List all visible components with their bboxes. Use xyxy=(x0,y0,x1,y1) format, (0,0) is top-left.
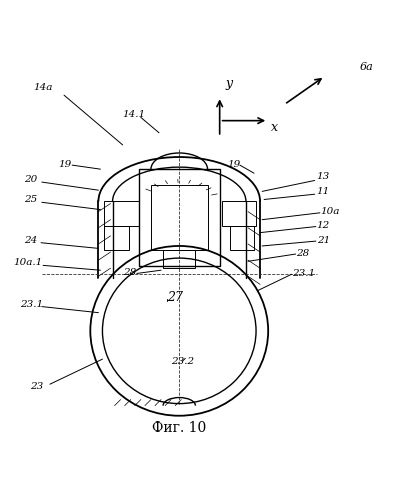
Bar xyxy=(105,202,139,226)
Text: 10a.1: 10a.1 xyxy=(13,258,43,268)
Text: 14a: 14a xyxy=(34,84,53,92)
Text: 14.1: 14.1 xyxy=(123,110,146,118)
Text: 25: 25 xyxy=(24,196,37,204)
Text: 6a: 6a xyxy=(359,62,373,72)
Bar xyxy=(139,169,220,266)
Text: 11: 11 xyxy=(317,187,330,196)
Text: Фиг. 10: Фиг. 10 xyxy=(152,421,206,435)
Bar xyxy=(230,226,254,250)
Text: 28: 28 xyxy=(296,249,310,258)
Bar xyxy=(222,202,256,226)
Text: 19: 19 xyxy=(228,160,241,168)
Text: 21: 21 xyxy=(317,236,330,244)
Text: 10a: 10a xyxy=(321,206,340,216)
Text: 23: 23 xyxy=(30,382,43,392)
Bar xyxy=(105,226,129,250)
Bar xyxy=(163,250,195,268)
Text: 23.1: 23.1 xyxy=(292,270,315,278)
Text: 20: 20 xyxy=(24,175,37,184)
Text: 28: 28 xyxy=(123,268,136,277)
Text: y: y xyxy=(226,78,233,90)
Text: 27: 27 xyxy=(167,290,183,304)
Text: 13: 13 xyxy=(317,172,330,182)
Text: 24: 24 xyxy=(24,236,37,244)
Text: 23.2: 23.2 xyxy=(171,357,194,366)
Text: 19: 19 xyxy=(58,160,71,168)
Text: 23.1: 23.1 xyxy=(20,300,43,310)
Bar xyxy=(151,186,208,250)
Text: x: x xyxy=(271,122,278,134)
Text: 12: 12 xyxy=(317,221,330,230)
